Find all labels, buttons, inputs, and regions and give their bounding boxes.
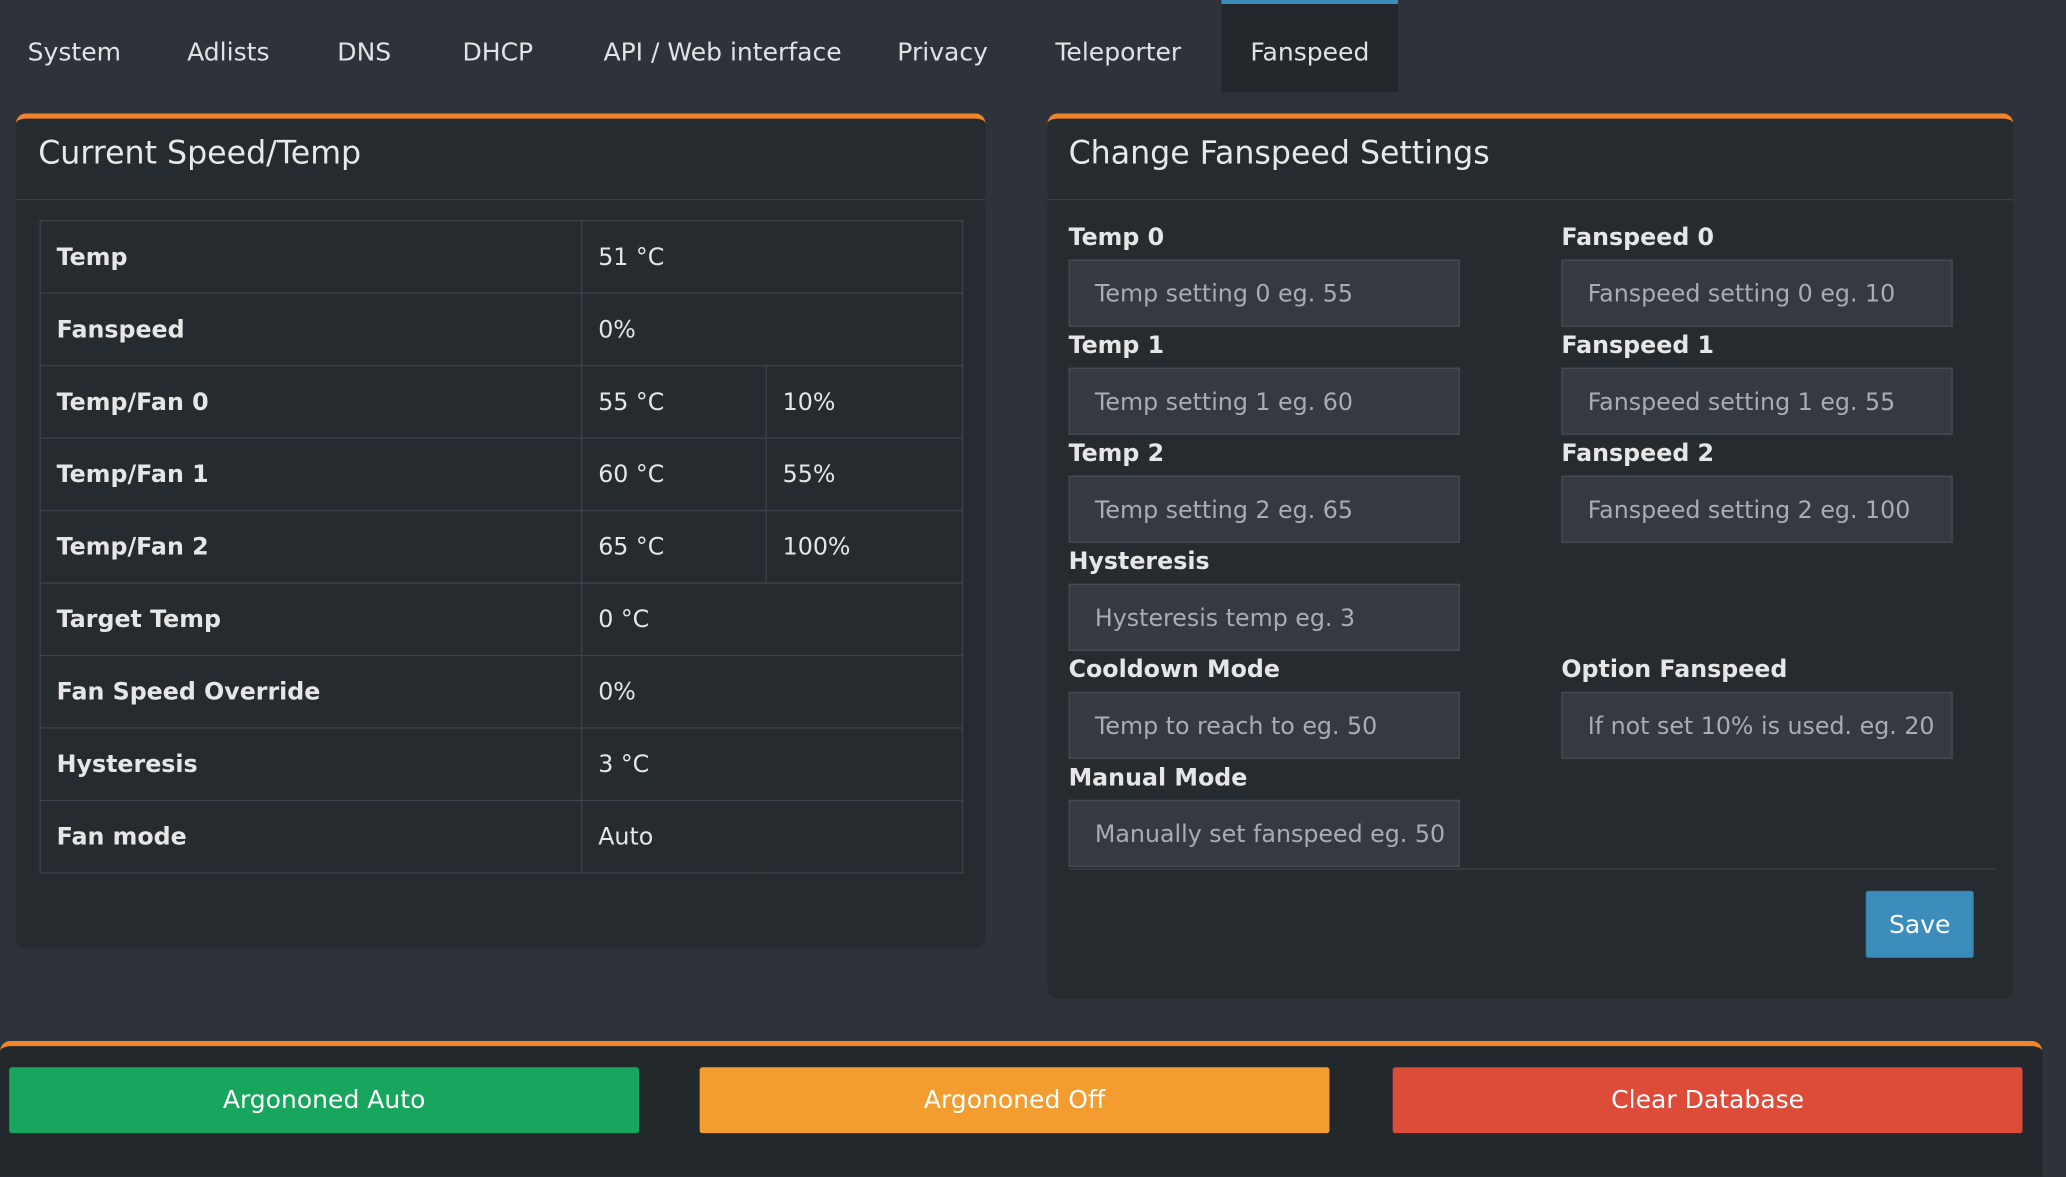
separator: [15, 198, 986, 201]
field-label: Fanspeed 0: [1561, 223, 1715, 252]
tab[interactable]: Fanspeed: [1221, 0, 1399, 93]
tab[interactable]: API / Web interface: [603, 38, 842, 68]
table-row: Temp 51 °C: [39, 220, 964, 294]
table-row: Temp/Fan 0 55 °C 10%: [39, 364, 964, 439]
row-label: Target Temp: [39, 582, 583, 657]
tab[interactable]: Privacy: [897, 38, 988, 68]
row-label: Temp: [39, 220, 583, 294]
field-label: Manual Mode: [1068, 764, 1248, 792]
field-label: Cooldown Mode: [1068, 656, 1280, 684]
field-label: Option Fanspeed: [1561, 656, 1788, 684]
field-label: Fanspeed 2: [1561, 440, 1715, 468]
tab[interactable]: Adlists: [187, 38, 270, 68]
row-value: 100%: [765, 509, 964, 584]
table-row: Fan mode Auto: [39, 799, 964, 874]
action-button[interactable]: Clear Database: [1392, 1067, 2023, 1134]
field-label: Temp 1: [1068, 332, 1165, 360]
row-value: 0%: [581, 292, 964, 367]
row-value: 65 °C: [581, 509, 767, 584]
field-label: Fanspeed 1: [1561, 332, 1715, 360]
text-input[interactable]: If not set 10% is used. eg. 20: [1561, 691, 1953, 759]
text-input[interactable]: Hysteresis temp eg. 3: [1068, 583, 1460, 651]
text-input[interactable]: Fanspeed setting 1 eg. 55: [1561, 367, 1953, 435]
table-row: Temp/Fan 2 65 °C 100%: [39, 509, 964, 584]
tab[interactable]: DNS: [337, 38, 392, 68]
separator: [1047, 198, 2014, 201]
tab[interactable]: System: [27, 38, 122, 68]
row-label: Fanspeed: [39, 292, 583, 367]
table-row: Hysteresis 3 °C: [39, 727, 964, 802]
table-row: Target Temp 0 °C: [39, 582, 964, 657]
row-label: Temp/Fan 2: [39, 509, 583, 584]
text-input[interactable]: Temp setting 2 eg. 65: [1068, 475, 1460, 543]
row-label: Temp/Fan 1: [39, 437, 583, 512]
row-label: Hysteresis: [39, 727, 583, 802]
row-label: Fan mode: [39, 799, 583, 874]
text-input[interactable]: Manually set fanspeed eg. 50: [1068, 799, 1460, 867]
row-value: 60 °C: [581, 437, 767, 512]
row-value: 0%: [581, 654, 964, 729]
text-input[interactable]: Fanspeed setting 0 eg. 10: [1561, 259, 1953, 327]
field-label: Hysteresis: [1068, 548, 1210, 576]
text-input[interactable]: Temp setting 1 eg. 60: [1068, 367, 1460, 435]
text-input[interactable]: Temp setting 0 eg. 55: [1068, 259, 1460, 327]
tab[interactable]: DHCP: [462, 38, 534, 68]
field-label: Temp 2: [1068, 440, 1165, 468]
text-input[interactable]: Fanspeed setting 2 eg. 100: [1561, 475, 1953, 543]
separator: [1068, 868, 1995, 870]
table-row: Temp/Fan 1 60 °C 55%: [39, 437, 964, 512]
field-label: Temp 0: [1068, 223, 1165, 252]
row-value: 0 °C: [581, 582, 964, 657]
table-row: Fanspeed 0%: [39, 292, 964, 367]
row-value: 10%: [765, 364, 964, 439]
row-value: 3 °C: [581, 727, 964, 802]
tab[interactable]: Teleporter: [1055, 38, 1182, 68]
action-button[interactable]: Argononed Auto: [9, 1067, 640, 1134]
row-value: 55%: [765, 437, 964, 512]
row-value: 55 °C: [581, 364, 767, 439]
table-row: Fan Speed Override 0%: [39, 654, 964, 729]
row-value: Auto: [581, 799, 964, 874]
panel-title: Current Speed/Temp: [38, 134, 362, 172]
save-button[interactable]: Save: [1865, 890, 1974, 958]
text-input[interactable]: Temp to reach to eg. 50: [1068, 691, 1460, 759]
row-value: 51 °C: [581, 220, 964, 294]
status-table: Temp 51 °C Fanspeed 0% Temp/Fan 0 55 °C 10% Tem…: [39, 220, 964, 874]
action-button[interactable]: Argononed Off: [699, 1067, 1330, 1134]
panel-title: Change Fanspeed Settings: [1068, 134, 1490, 172]
row-label: Fan Speed Override: [39, 654, 583, 729]
row-label: Temp/Fan 0: [39, 364, 583, 439]
